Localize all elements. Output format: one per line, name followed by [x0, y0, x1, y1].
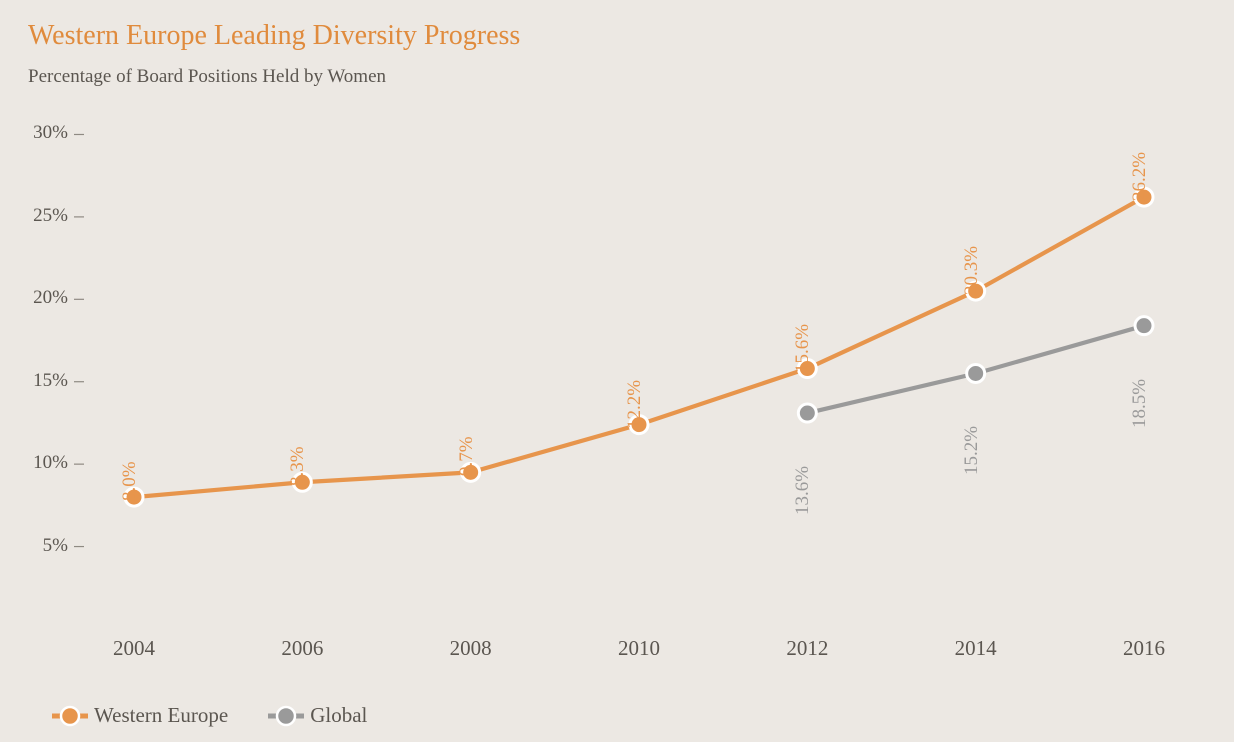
- data-point-label: 9.7%: [456, 437, 478, 477]
- data-point-label: 20.3%: [961, 246, 983, 295]
- y-tick-label: 25%: [8, 205, 68, 227]
- y-tick-label: 20%: [8, 287, 68, 309]
- x-tick-label: 2016: [1123, 636, 1165, 661]
- data-point-label: 8.0%: [119, 462, 141, 502]
- legend-swatch-icon: [268, 704, 304, 728]
- y-tick-label: 10%: [8, 452, 68, 474]
- legend-swatch-icon: [52, 704, 88, 728]
- data-point-label: 26.2%: [1129, 152, 1151, 201]
- data-point-label: 12.2%: [624, 380, 646, 429]
- legend-label: Global: [310, 703, 367, 728]
- chart-container: Western Europe Leading Diversity Progres…: [0, 0, 1234, 742]
- y-tick-label: 5%: [8, 535, 68, 557]
- chart-legend: Western Europe Global: [52, 703, 407, 728]
- legend-label: Western Europe: [94, 703, 228, 728]
- data-point-label: 8.3%: [287, 447, 309, 487]
- x-tick-label: 2006: [281, 636, 323, 661]
- data-point-label: 13.6%: [792, 466, 814, 515]
- legend-item: Western Europe: [52, 703, 228, 728]
- y-tick-label: 30%: [8, 122, 68, 144]
- x-tick-label: 2004: [113, 636, 155, 661]
- data-point-label: 18.5%: [1129, 379, 1151, 428]
- x-tick-label: 2012: [786, 636, 828, 661]
- data-point-label: 15.2%: [961, 426, 983, 475]
- data-point-label: 15.6%: [792, 323, 814, 372]
- x-tick-label: 2014: [955, 636, 997, 661]
- legend-item: Global: [268, 703, 367, 728]
- chart-plot: [0, 0, 1234, 742]
- x-tick-label: 2010: [618, 636, 660, 661]
- x-tick-label: 2008: [450, 636, 492, 661]
- y-tick-label: 15%: [8, 370, 68, 392]
